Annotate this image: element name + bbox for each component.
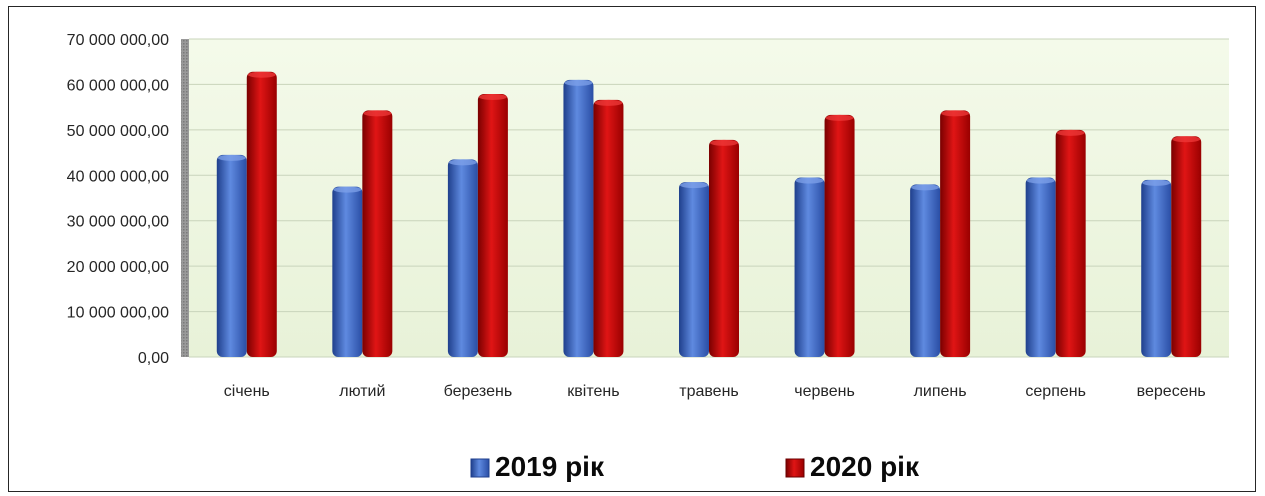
bar-top-highlight <box>594 99 623 106</box>
bar-top-highlight <box>825 114 854 121</box>
bar-series-1 <box>1141 179 1172 357</box>
x-tick-label: березень <box>444 383 513 400</box>
bar-series-2 <box>362 110 393 357</box>
legend-label: 2019 рік <box>495 451 605 482</box>
legend-swatch <box>785 458 805 478</box>
x-tick-label: червень <box>794 383 855 400</box>
x-tick-label: травень <box>679 383 739 400</box>
bar-top-highlight <box>217 154 246 161</box>
bar-top-highlight <box>941 110 970 117</box>
bar-series-1 <box>794 177 825 357</box>
bar-series-2 <box>477 93 508 358</box>
bar-top-highlight <box>363 110 392 117</box>
y-tick-label: 0,00 <box>138 350 169 367</box>
bar-series-2 <box>709 139 739 357</box>
y-tick-label: 10 000 000,00 <box>67 305 169 322</box>
legend-swatch <box>470 458 490 478</box>
bar-top-highlight <box>1026 177 1055 184</box>
bar-series-1 <box>332 186 363 357</box>
x-tick-label: січень <box>224 383 270 400</box>
bar-top-highlight <box>680 182 708 189</box>
x-tick-label: лютий <box>339 383 385 400</box>
bar-top-highlight <box>1056 129 1085 136</box>
bar-series-2 <box>824 114 855 357</box>
bar-series-2 <box>246 71 277 358</box>
bar-series-2 <box>593 99 624 358</box>
bar-top-highlight <box>448 159 477 166</box>
bar-series-1 <box>447 159 478 357</box>
bar-top-highlight <box>911 184 940 191</box>
bar-series-2 <box>1055 129 1086 357</box>
bar-series-1 <box>563 79 594 357</box>
y-tick-label: 60 000 000,00 <box>67 77 169 94</box>
legend-label: 2020 рік <box>810 451 920 482</box>
x-tick-label: квітень <box>567 383 619 400</box>
bar-series-2 <box>940 110 971 357</box>
bar-top-highlight <box>795 177 824 184</box>
y-tick-label: 30 000 000,00 <box>67 214 169 231</box>
x-axis: січень лютий березень квітень травень червень… <box>224 383 1206 400</box>
bar-top-highlight <box>478 93 507 100</box>
bar-top-highlight <box>333 186 362 193</box>
bar-chart: 0,00 10 000 000,00 20 000 000,00 30 000 000… <box>67 32 1229 482</box>
bar-series-1 <box>1025 177 1056 357</box>
y-axis: 0,00 10 000 000,00 20 000 000,00 30 000 000… <box>67 32 169 367</box>
y-tick-label: 50 000 000,00 <box>67 123 169 140</box>
bar-series-1 <box>216 154 247 357</box>
y-tick-label: 20 000 000,00 <box>67 259 169 276</box>
bar-top-highlight <box>247 71 276 78</box>
y-tick-label: 40 000 000,00 <box>67 168 169 185</box>
x-tick-label: серпень <box>1025 383 1086 400</box>
bar-top-highlight <box>1142 179 1171 186</box>
legend: 2019 рік 2020 рік <box>470 451 920 482</box>
bar-top-highlight <box>710 139 738 146</box>
x-tick-label: липень <box>914 383 967 400</box>
side-wall <box>181 39 189 357</box>
bar-top-highlight <box>564 79 593 86</box>
bar-series-1 <box>910 184 941 357</box>
bar-series-1 <box>679 182 709 357</box>
chart-frame: 0,00 10 000 000,00 20 000 000,00 30 000 000… <box>8 6 1256 492</box>
y-tick-label: 70 000 000,00 <box>67 32 169 49</box>
bars <box>216 71 1202 358</box>
x-tick-label: вересень <box>1137 383 1206 400</box>
bar-series-2 <box>1171 136 1202 357</box>
bar-top-highlight <box>1172 136 1201 143</box>
